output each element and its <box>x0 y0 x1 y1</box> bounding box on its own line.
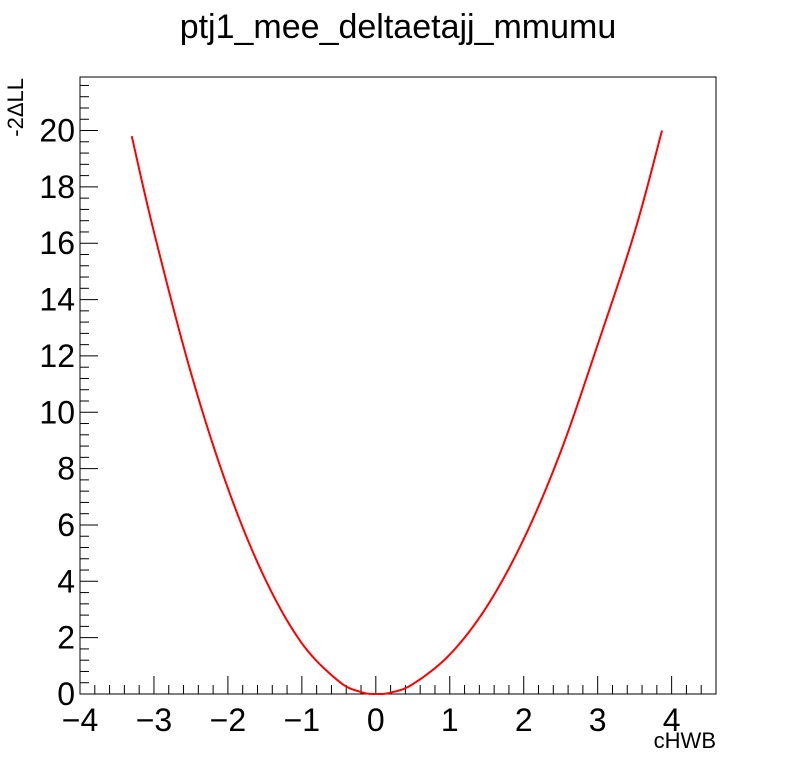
x-tick-label: 0 <box>367 702 385 738</box>
x-tick-labels: −4 −3 −2 −1 0 1 2 3 4 <box>62 702 681 738</box>
x-tick-label: −2 <box>210 702 246 738</box>
x-tick-label: 4 <box>663 702 681 738</box>
y-tick-label: 2 <box>57 620 75 656</box>
chart-title: ptj1_mee_deltaetajj_mmumu <box>180 8 617 46</box>
y-axis-label: -2ΔLL <box>3 78 28 137</box>
y-tick-labels: 0 2 4 6 8 10 12 14 16 18 20 <box>39 113 75 712</box>
plot-frame <box>79 76 717 695</box>
x-tick-label: 2 <box>515 702 533 738</box>
y-tick-label: 16 <box>39 225 75 261</box>
y-tick-label: 10 <box>39 394 75 430</box>
y-tick-label: 0 <box>57 676 75 712</box>
x-tick-label: −4 <box>62 702 98 738</box>
axis-ticks <box>79 84 717 695</box>
x-tick-label: 3 <box>589 702 607 738</box>
series-line <box>130 130 663 695</box>
x-tick-label: −1 <box>284 702 320 738</box>
x-tick-label: −3 <box>136 702 172 738</box>
y-tick-label: 6 <box>57 507 75 543</box>
y-tick-label: 12 <box>39 338 75 374</box>
x-axis-label: cHWB <box>654 728 716 753</box>
y-tick-label: 20 <box>39 113 75 149</box>
y-tick-label: 18 <box>39 169 75 205</box>
y-tick-label: 4 <box>57 563 75 599</box>
y-tick-label: 14 <box>39 282 75 318</box>
x-tick-label: 1 <box>441 702 459 738</box>
y-tick-label: 8 <box>57 451 75 487</box>
